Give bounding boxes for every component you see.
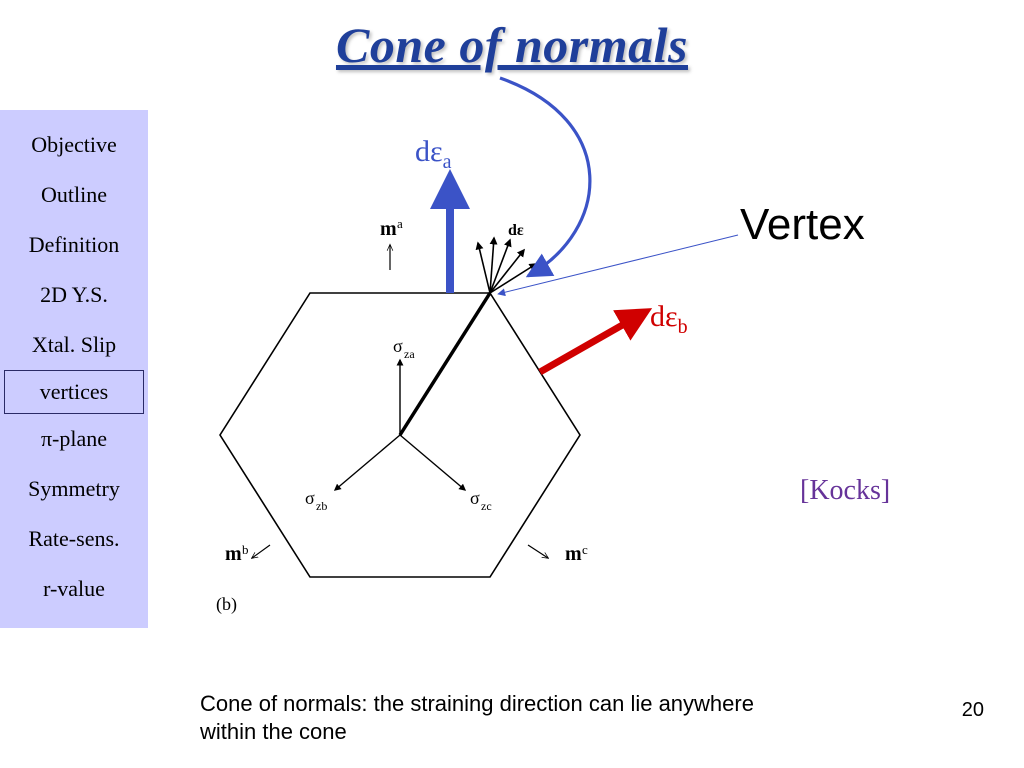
svg-text:σ: σ: [305, 488, 315, 508]
sidebar-item-vertices[interactable]: vertices: [4, 370, 144, 414]
svg-text:(b): (b): [216, 594, 237, 615]
sidebar-item-r-value[interactable]: r-value: [0, 564, 148, 614]
sidebar-item-objective[interactable]: Objective: [0, 120, 148, 170]
svg-text:za: za: [404, 347, 415, 361]
sidebar-item-2dys[interactable]: 2D Y.S.: [0, 270, 148, 320]
sidebar-item-outline[interactable]: Outline: [0, 170, 148, 220]
svg-text:σ: σ: [470, 488, 480, 508]
sidebar-item-xtal-slip[interactable]: Xtal. Slip: [0, 320, 148, 370]
svg-text:dε: dε: [508, 222, 524, 239]
svg-text:m: m: [380, 218, 397, 240]
sidebar-item-definition[interactable]: Definition: [0, 220, 148, 270]
svg-text:σ: σ: [393, 336, 403, 356]
label-d-epsilon-a: dεa: [415, 135, 452, 174]
slide-title: Cone of normals: [0, 16, 1024, 74]
diagram-svg: σ za σ zb σ zc m a m b m c (b) dε: [0, 0, 1024, 768]
citation-kocks: [Kocks]: [800, 475, 890, 507]
svg-text:zc: zc: [481, 499, 492, 513]
svg-text:c: c: [582, 542, 588, 557]
label-vertex: Vertex: [740, 200, 865, 250]
sidebar-item-pi-plane[interactable]: π-plane: [0, 414, 148, 464]
sidebar-item-symmetry[interactable]: Symmetry: [0, 464, 148, 514]
caption-text: Cone of normals: the straining direction…: [200, 690, 760, 745]
hexagon: [220, 293, 580, 577]
svg-text:m: m: [565, 543, 582, 565]
label-d-epsilon-b: dεb: [650, 300, 688, 339]
sidebar-item-rate-sens[interactable]: Rate-sens.: [0, 514, 148, 564]
svg-text:a: a: [397, 216, 403, 231]
page-number: 20: [962, 699, 984, 722]
svg-text:m: m: [225, 543, 242, 565]
outline-sidebar: Objective Outline Definition 2D Y.S. Xta…: [0, 110, 148, 628]
svg-text:b: b: [242, 542, 249, 557]
svg-text:zb: zb: [316, 499, 327, 513]
